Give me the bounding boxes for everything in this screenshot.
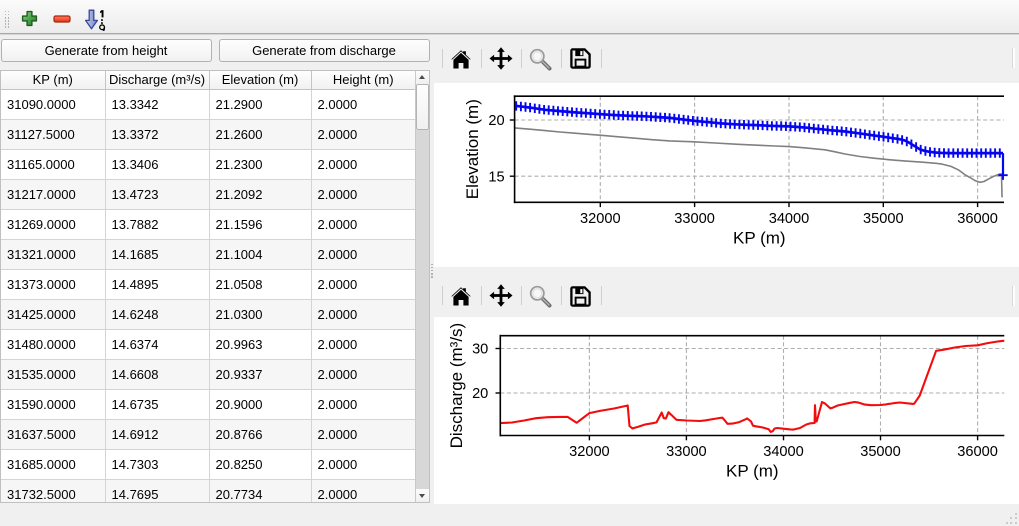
svg-text:32000: 32000 <box>569 444 610 460</box>
svg-text:35000: 35000 <box>860 444 901 460</box>
svg-text:34000: 34000 <box>763 444 804 460</box>
svg-text:36000: 36000 <box>957 211 998 227</box>
svg-text:33000: 33000 <box>666 444 707 460</box>
svg-text:30: 30 <box>472 342 488 358</box>
svg-text:KP (m): KP (m) <box>733 228 786 247</box>
svg-text:32000: 32000 <box>580 211 621 227</box>
svg-text:20: 20 <box>488 113 504 129</box>
svg-text:34000: 34000 <box>769 211 810 227</box>
svg-text:15: 15 <box>488 169 504 185</box>
svg-text:35000: 35000 <box>863 211 904 227</box>
svg-text:33000: 33000 <box>674 211 715 227</box>
svg-text:KP (m): KP (m) <box>726 462 779 481</box>
svg-text:Discharge (m³/s): Discharge (m³/s) <box>447 323 466 449</box>
svg-text:Elevation (m): Elevation (m) <box>463 99 482 199</box>
svg-text:36000: 36000 <box>957 444 998 460</box>
svg-text:20: 20 <box>472 386 488 402</box>
